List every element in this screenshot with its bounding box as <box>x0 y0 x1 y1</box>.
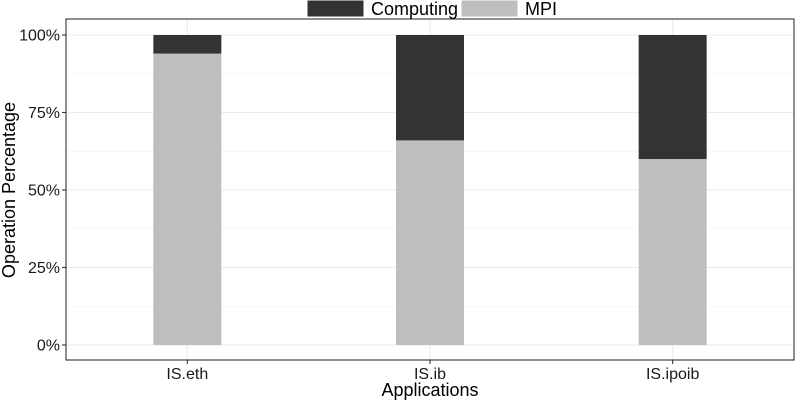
bar-computing-is-ipoib <box>638 35 707 159</box>
bar-computing-is-eth <box>153 35 222 54</box>
y-tick-label: 100% <box>19 28 60 45</box>
legend-key-computing <box>306 0 365 18</box>
legend-label-mpi: MPI <box>525 0 557 19</box>
y-tick-label: 0% <box>37 338 60 355</box>
bar-mpi-is-eth <box>153 53 222 345</box>
bar-mpi-is-ipoib <box>638 159 707 345</box>
legend-label-computing: Computing <box>371 0 458 19</box>
x-axis: IS.eth IS.ib IS.ipoib <box>166 360 699 383</box>
x-tick-label: IS.eth <box>166 366 208 383</box>
legend-key-mpi <box>460 0 519 18</box>
bars <box>153 35 707 345</box>
x-tick-label: IS.ipoib <box>646 366 699 383</box>
y-axis: 0% 25% 50% 75% 100% <box>19 28 66 355</box>
bar-mpi-is-ib <box>396 140 464 345</box>
legend: Computing MPI <box>306 0 557 19</box>
bar-computing-is-ib <box>396 35 464 141</box>
y-tick-label: 25% <box>28 260 60 277</box>
y-tick-label: 75% <box>28 105 60 122</box>
x-tick-label: IS.ib <box>414 366 446 383</box>
y-axis-title: Operation Percentage <box>0 102 19 278</box>
x-axis-title: Applications <box>381 380 478 400</box>
y-tick-label: 50% <box>28 183 60 200</box>
